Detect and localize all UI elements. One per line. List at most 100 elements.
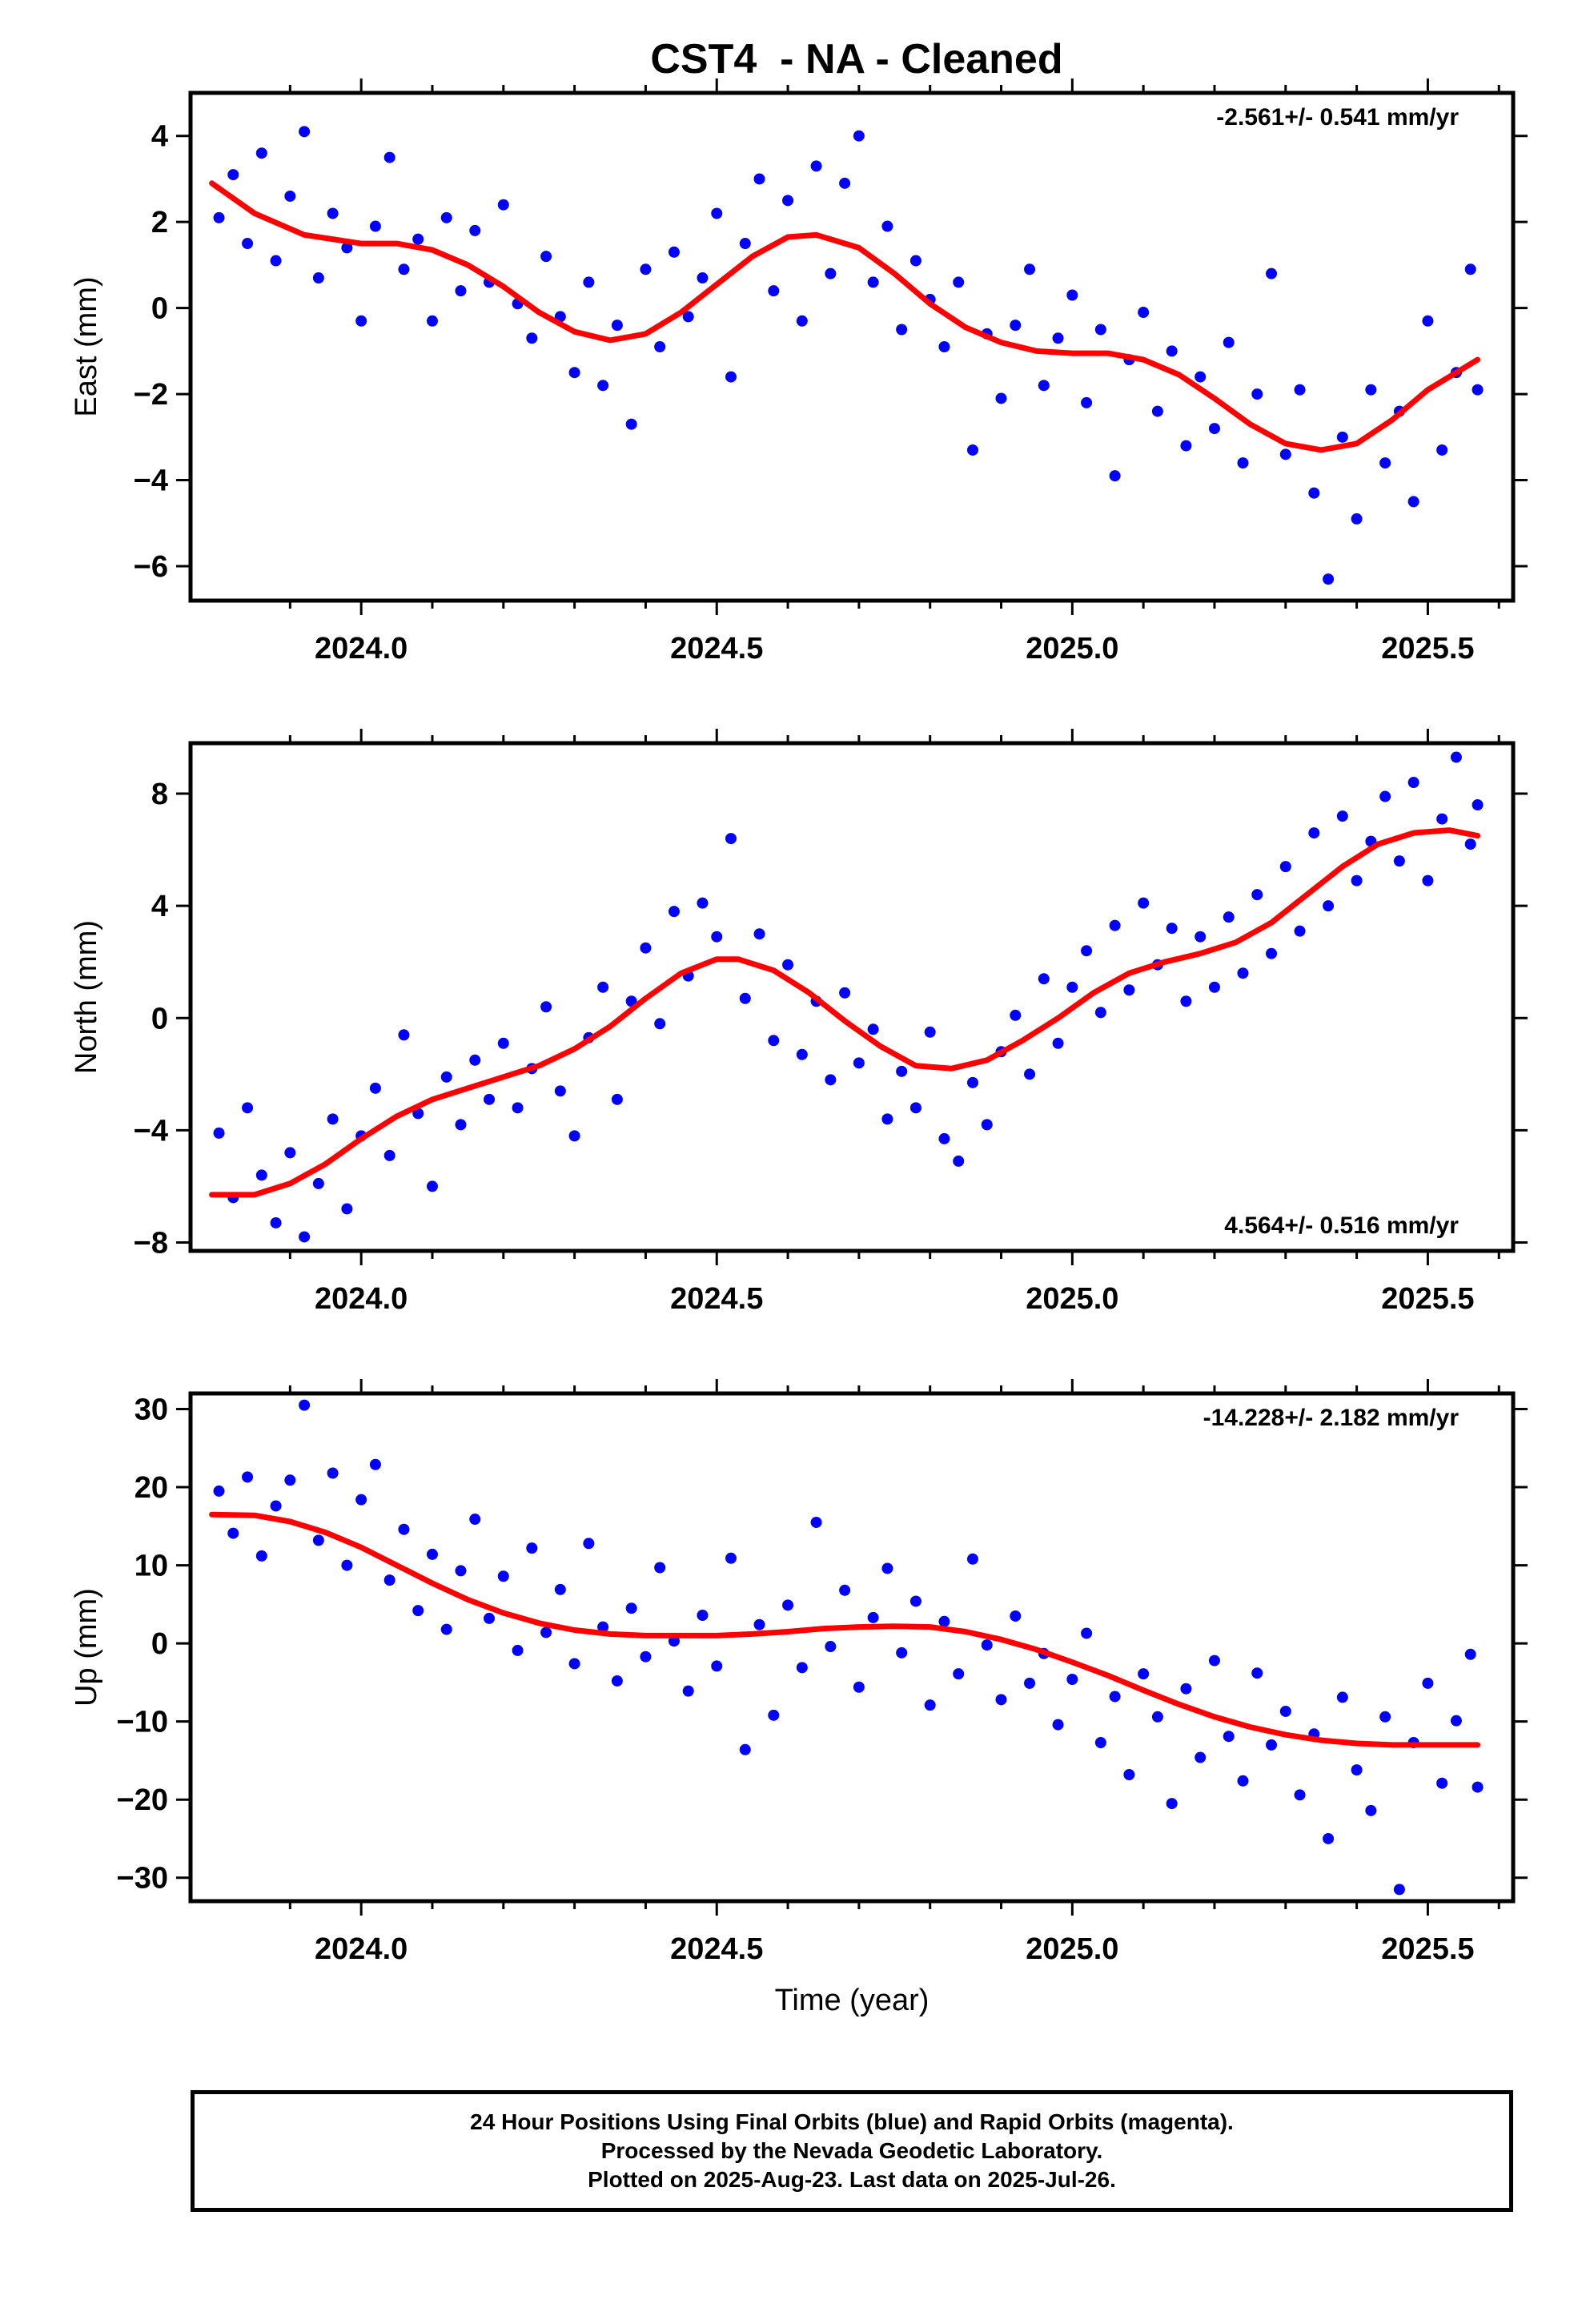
y-tick-label: 20 bbox=[135, 1471, 168, 1505]
data-point bbox=[668, 906, 680, 918]
footer-line-orbits: 24 Hour Positions Using Final Orbits (bl… bbox=[470, 2109, 1234, 2134]
data-point bbox=[440, 1623, 452, 1635]
data-point bbox=[1052, 1037, 1064, 1049]
data-point bbox=[440, 1071, 452, 1083]
data-point bbox=[1223, 1731, 1235, 1743]
data-point bbox=[1279, 448, 1291, 460]
data-point bbox=[426, 1180, 438, 1192]
data-point bbox=[1336, 1691, 1348, 1703]
data-point bbox=[739, 238, 751, 250]
data-point bbox=[654, 341, 666, 352]
data-point bbox=[1166, 923, 1178, 935]
data-point bbox=[1472, 1781, 1484, 1793]
data-point bbox=[853, 130, 865, 142]
data-point bbox=[867, 1023, 879, 1035]
data-point bbox=[697, 1610, 709, 1622]
data-point bbox=[1351, 875, 1363, 887]
data-point bbox=[1351, 513, 1363, 525]
data-point bbox=[1422, 1677, 1434, 1689]
data-point bbox=[668, 246, 680, 258]
data-point bbox=[768, 1709, 780, 1721]
data-point bbox=[853, 1057, 865, 1069]
data-point bbox=[1223, 336, 1235, 348]
data-point bbox=[568, 367, 580, 379]
data-point bbox=[312, 1177, 324, 1189]
y-tick-label: −8 bbox=[134, 1226, 168, 1260]
data-point bbox=[426, 1548, 438, 1560]
data-point bbox=[853, 1681, 865, 1693]
data-point bbox=[597, 981, 609, 993]
data-point bbox=[1365, 1804, 1377, 1816]
data-point bbox=[839, 987, 851, 999]
data-point bbox=[597, 1621, 609, 1633]
data-point bbox=[1094, 1007, 1106, 1019]
footer-line-processed-by: Processed by the Nevada Geodetic Laborat… bbox=[600, 2138, 1103, 2163]
data-point bbox=[242, 238, 254, 250]
data-point bbox=[213, 1485, 225, 1497]
data-point bbox=[327, 1467, 339, 1479]
data-point bbox=[711, 207, 723, 219]
y-axis-label: Up (mm) bbox=[70, 1588, 103, 1707]
data-point bbox=[953, 1668, 965, 1680]
data-point bbox=[255, 1550, 267, 1562]
data-point bbox=[825, 1074, 837, 1086]
data-point bbox=[540, 251, 552, 263]
data-point bbox=[995, 392, 1007, 404]
data-point bbox=[1266, 947, 1278, 959]
data-point bbox=[1010, 1610, 1022, 1622]
data-point bbox=[796, 1662, 808, 1674]
data-point bbox=[1038, 380, 1050, 392]
data-point bbox=[1223, 911, 1235, 923]
x-tick-label: 2025.5 bbox=[1381, 632, 1474, 665]
data-point bbox=[1195, 371, 1207, 383]
data-point bbox=[782, 1599, 794, 1611]
data-point bbox=[1251, 889, 1263, 901]
data-point bbox=[284, 1474, 296, 1486]
data-point bbox=[1407, 496, 1419, 508]
data-point bbox=[1109, 919, 1121, 931]
data-point bbox=[1166, 1798, 1178, 1810]
data-point bbox=[1195, 931, 1207, 943]
data-point bbox=[398, 263, 410, 275]
footer-line-plotted-on: Plotted on 2025-Aug-23. Last data on 202… bbox=[588, 2167, 1116, 2192]
data-point bbox=[782, 195, 794, 207]
data-point bbox=[1066, 981, 1078, 993]
data-point bbox=[341, 1203, 353, 1215]
data-point bbox=[1138, 1668, 1150, 1680]
x-tick-label: 2025.0 bbox=[1026, 1932, 1118, 1966]
data-point bbox=[455, 1565, 467, 1577]
data-point bbox=[1379, 457, 1391, 469]
data-point bbox=[1422, 315, 1434, 327]
x-tick-label: 2024.5 bbox=[670, 1282, 763, 1316]
data-point bbox=[1308, 487, 1320, 499]
data-point bbox=[1266, 1739, 1278, 1751]
data-point bbox=[299, 1399, 311, 1411]
data-point bbox=[768, 1035, 780, 1047]
data-point bbox=[369, 220, 381, 232]
data-point bbox=[1365, 384, 1377, 396]
data-point bbox=[966, 444, 978, 456]
data-point bbox=[568, 1130, 580, 1142]
data-point bbox=[739, 1743, 751, 1755]
data-point bbox=[398, 1523, 410, 1535]
data-point bbox=[1038, 973, 1050, 985]
data-point bbox=[554, 1085, 566, 1097]
data-point bbox=[625, 418, 637, 430]
data-point bbox=[881, 1113, 893, 1125]
y-axis-label: East (mm) bbox=[70, 276, 103, 416]
data-point bbox=[995, 1694, 1007, 1706]
data-point bbox=[383, 151, 396, 163]
trend-line bbox=[209, 180, 1481, 453]
data-point bbox=[1251, 1667, 1263, 1679]
data-point bbox=[1109, 1691, 1121, 1703]
data-point bbox=[938, 1132, 950, 1144]
x-tick-label: 2025.5 bbox=[1381, 1282, 1474, 1316]
data-point bbox=[981, 1119, 993, 1131]
data-point bbox=[1393, 1884, 1405, 1896]
data-point bbox=[469, 224, 481, 236]
data-point bbox=[981, 1639, 993, 1651]
data-point bbox=[725, 833, 737, 845]
data-point bbox=[540, 1626, 552, 1638]
page-title: CST4 - NA - Cleaned bbox=[650, 36, 1063, 82]
